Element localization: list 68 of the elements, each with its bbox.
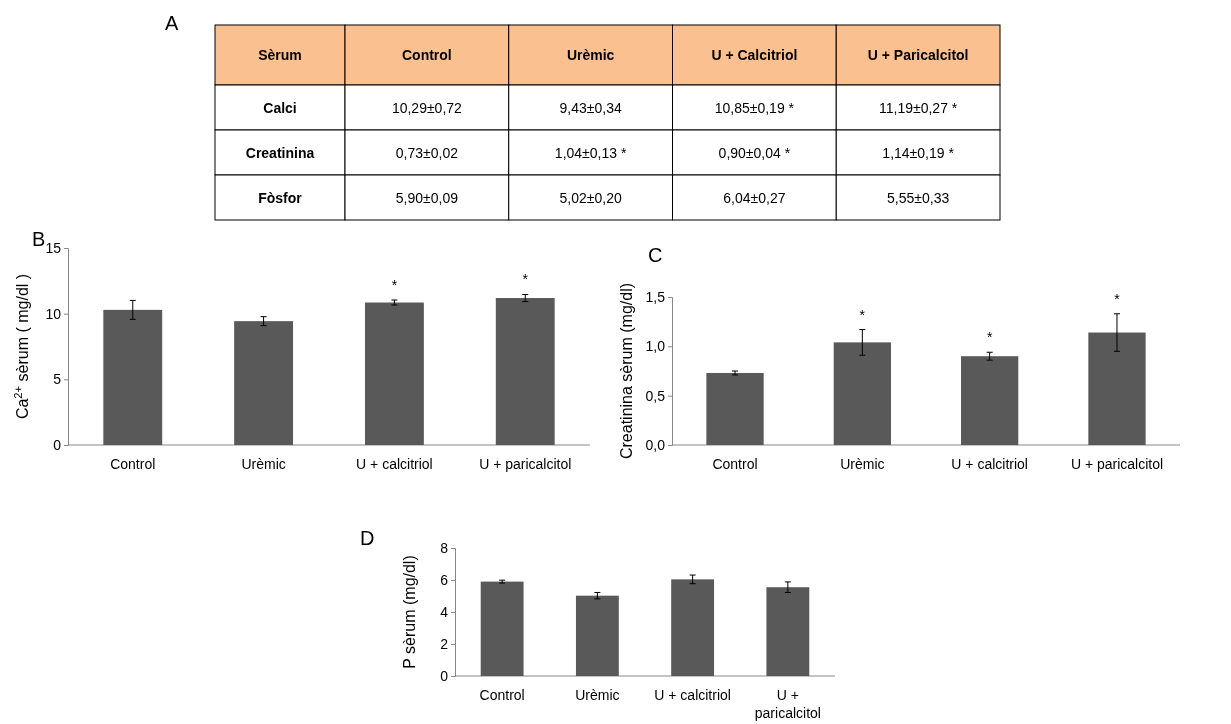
y-axis-title: P sèrum (mg/dl): [401, 555, 418, 669]
text: 9,43±0,34: [559, 99, 622, 116]
x-tick-label: U + paricalcitol: [754, 687, 821, 721]
text: 5,90±0,09: [395, 189, 458, 206]
x-tick-label: Urèmic: [840, 456, 885, 472]
bar: [833, 342, 891, 445]
data-label: *: [1114, 290, 1121, 307]
y-tick-label: 1,5: [645, 288, 666, 305]
category-label: U + Paricalcitol: [867, 47, 969, 63]
x-tick-label: U + calcitriol: [951, 456, 1028, 472]
chart-title: D: [360, 527, 375, 549]
category-label: U + Calcitriol: [711, 47, 798, 63]
text: 1,14±0,19 *: [882, 144, 954, 161]
x-tick-label: U + calcitriol: [654, 687, 731, 703]
text: 0,73±0,02: [395, 144, 458, 161]
y-tick-label: 0: [440, 667, 449, 684]
bar: [234, 321, 294, 445]
y-tick-label: 1,0: [645, 338, 666, 355]
text: 5,55±0,33: [887, 189, 950, 206]
data-label: *: [986, 329, 993, 346]
chart-title: C: [648, 244, 663, 266]
y-tick-label: 2: [440, 635, 449, 652]
text: Sèrum: [258, 47, 302, 63]
x-tick-label: Urèmic: [575, 687, 620, 703]
y-axis-title: Creatinina sèrum (mg/dl): [618, 282, 635, 460]
category-label: Fòsfor: [258, 189, 302, 206]
x-tick-label: Urèmic: [241, 456, 286, 472]
bar: [364, 302, 424, 445]
x-tick-label: U + paricalcitol: [1070, 456, 1164, 472]
x-tick-label: Control: [479, 687, 525, 703]
text: 1,04±0,13 *: [554, 144, 627, 161]
y-tick-label: 8: [440, 539, 449, 556]
text: 10,29±0,72: [391, 99, 462, 116]
x-tick-label: U + paricalcitol: [479, 456, 572, 472]
bar: [575, 595, 619, 676]
x-tick-label: U + calcitriol: [356, 456, 433, 472]
text: 0,90±0,04 *: [718, 144, 791, 161]
y-tick-label: 0: [53, 436, 62, 453]
chart-title: B: [32, 228, 46, 250]
bar: [961, 356, 1019, 445]
y-tick-label: 0,5: [645, 387, 666, 404]
y-tick-label: 5: [53, 371, 62, 388]
y-tick-label: 15: [45, 239, 62, 256]
category-label: Control: [401, 47, 452, 63]
y-tick-label: 4: [440, 603, 449, 620]
y-tick-label: 10: [45, 305, 62, 322]
x-tick-label: Control: [712, 456, 758, 472]
bar: [103, 309, 163, 445]
data-label: *: [391, 277, 398, 294]
bar: [671, 579, 715, 676]
data-label: *: [859, 306, 866, 323]
text: 11,19±0,27 *: [878, 99, 958, 116]
x-tick-label: Control: [110, 456, 156, 472]
category-label: Calci: [263, 99, 297, 116]
data-label: *: [522, 271, 529, 288]
bar: [706, 372, 764, 445]
bar: [480, 581, 524, 676]
category-label: Urèmic: [566, 47, 615, 63]
category-label: Creatinina: [245, 144, 315, 161]
bar: [1088, 332, 1146, 445]
bar: [495, 298, 555, 445]
text: A: [165, 12, 179, 34]
y-tick-label: 6: [440, 571, 449, 588]
text: 5,02±0,20: [559, 189, 622, 206]
text: 6,04±0,27: [723, 189, 786, 206]
bar: [766, 587, 810, 676]
text: 10,85±0,19 *: [714, 99, 795, 116]
y-tick-label: 0,0: [645, 436, 666, 453]
